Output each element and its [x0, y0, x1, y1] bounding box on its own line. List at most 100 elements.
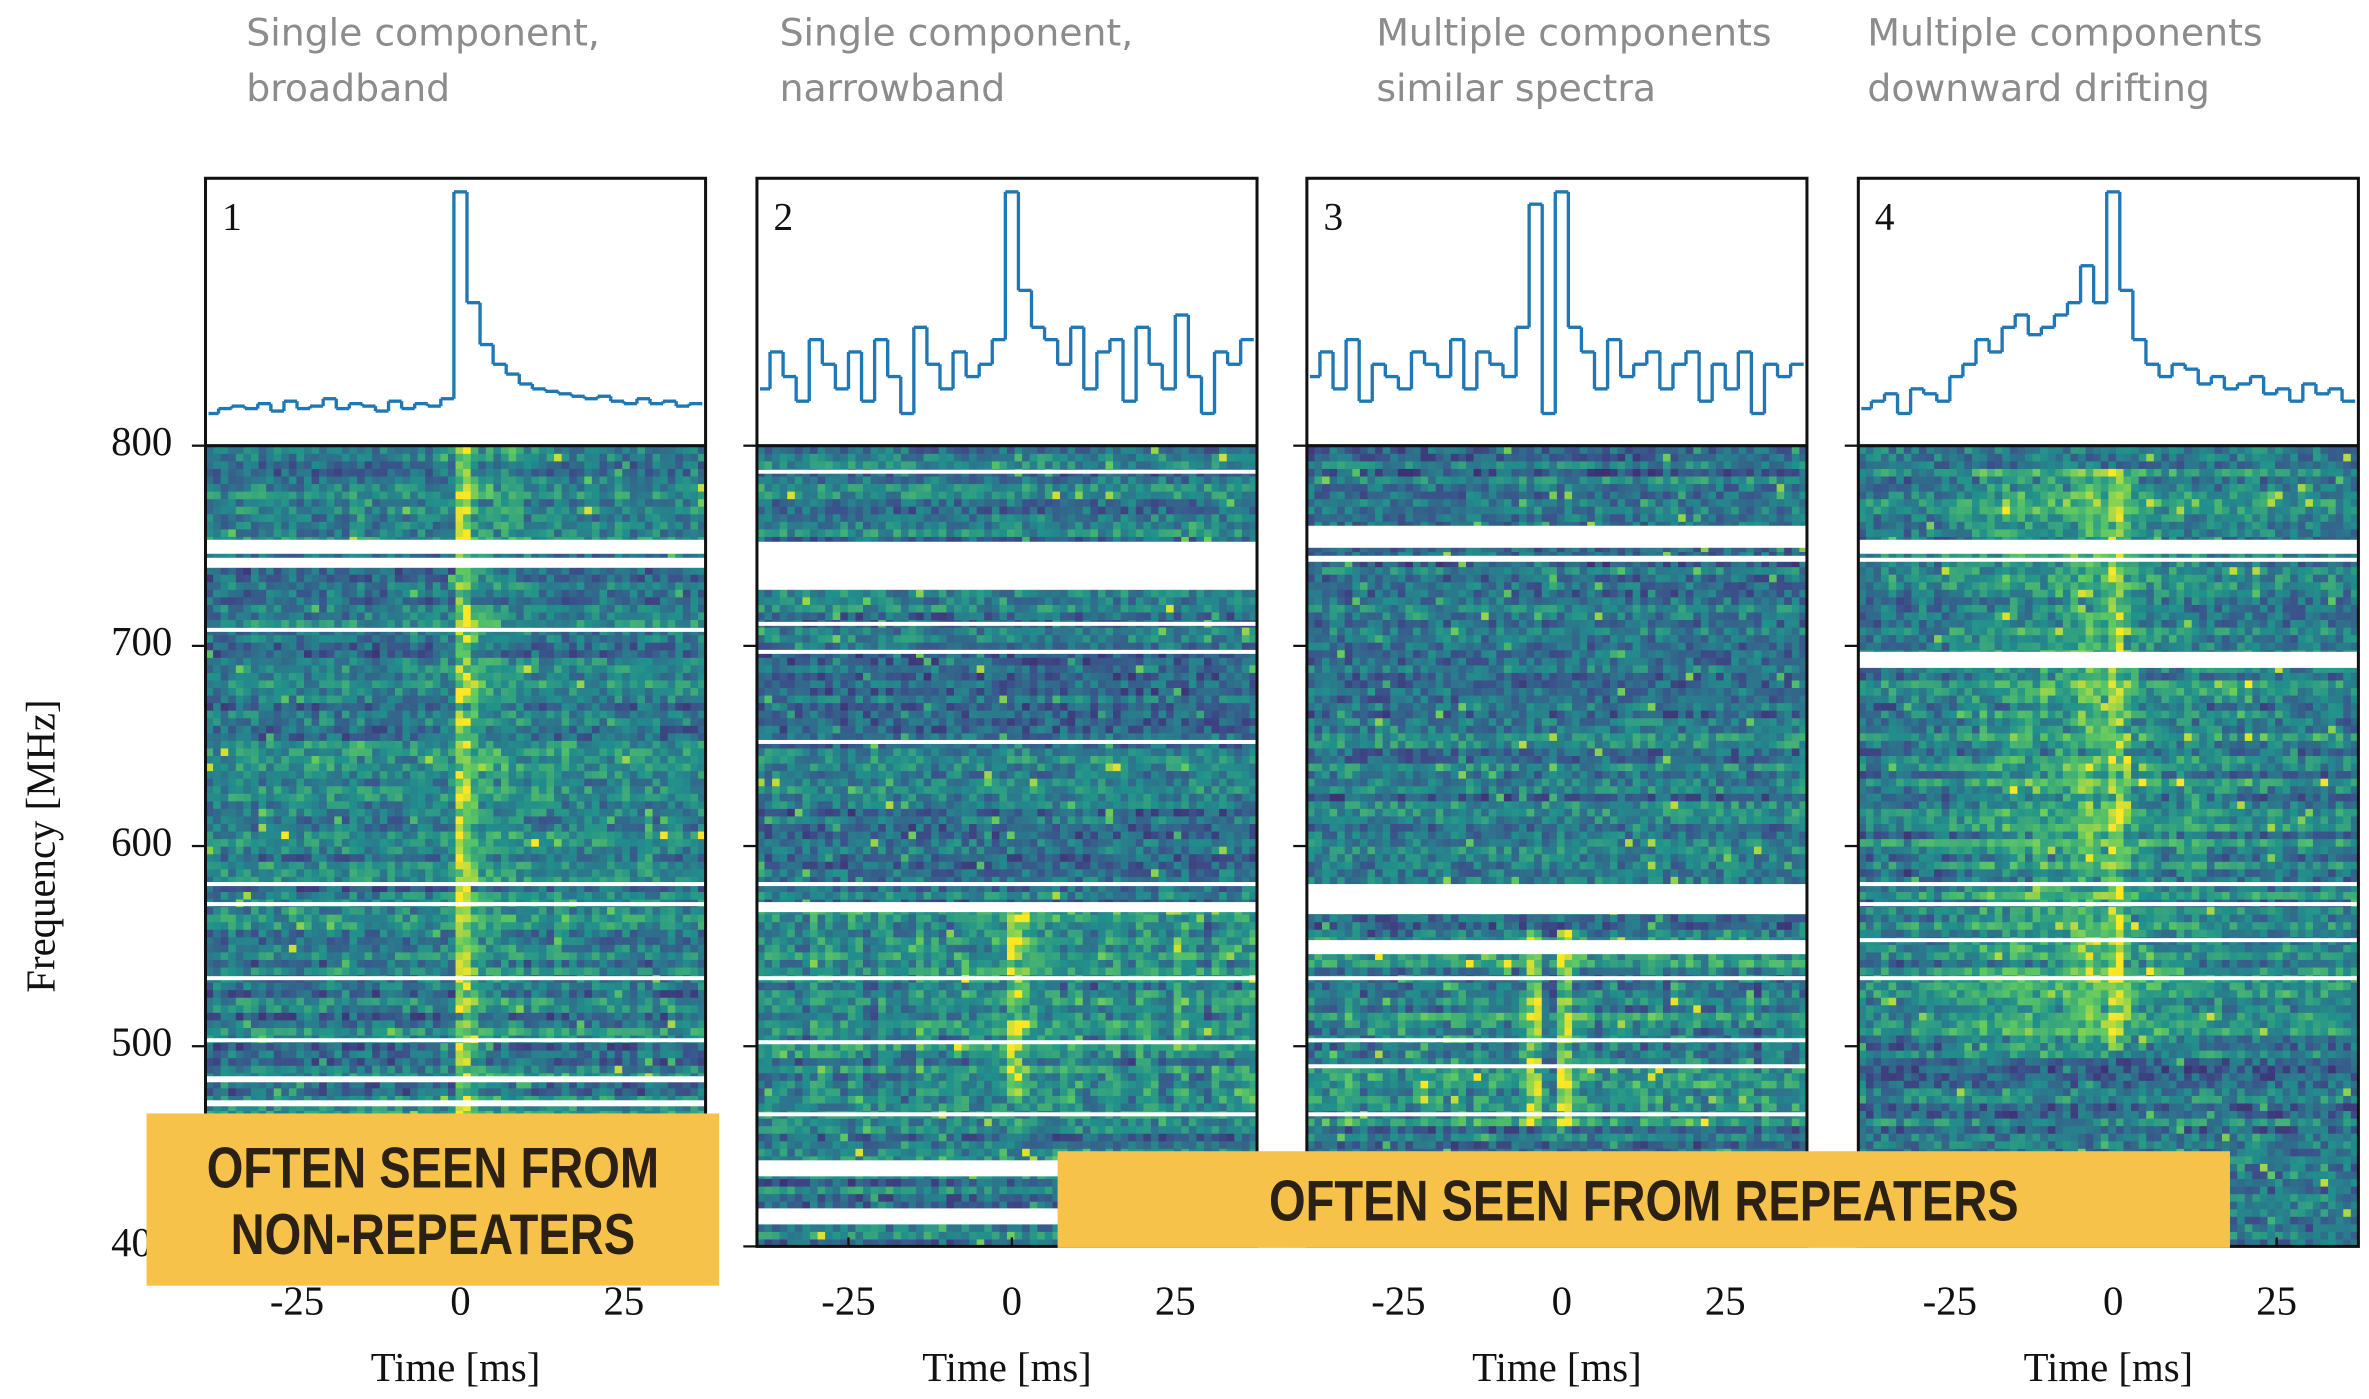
heatmap-cell — [690, 838, 698, 846]
heatmap-cell — [296, 680, 304, 688]
heatmap-cell — [266, 733, 274, 741]
heatmap-cell — [236, 786, 244, 794]
heatmap-cell — [357, 1050, 365, 1058]
heatmap-cell — [653, 771, 661, 779]
heatmap-cell — [251, 831, 259, 839]
heatmap-cell — [259, 967, 267, 975]
heatmap-cell — [342, 1005, 350, 1013]
heatmap-cell — [456, 755, 464, 763]
heatmap-cell — [554, 944, 562, 952]
heatmap-cell — [372, 929, 380, 937]
heatmap-cell — [228, 967, 236, 975]
heatmap-cell — [600, 838, 608, 846]
heatmap-cell — [448, 1065, 456, 1073]
heatmap-cell — [312, 733, 320, 741]
heatmap-cell — [456, 1050, 464, 1058]
heatmap-cell — [471, 740, 479, 748]
heatmap-cell — [675, 755, 683, 763]
heatmap-cell — [645, 937, 653, 945]
heatmap-cell — [645, 944, 653, 952]
heatmap-cell — [471, 703, 479, 711]
heatmap-cell — [509, 891, 517, 899]
heatmap-cell — [243, 1027, 251, 1035]
heatmap-cell — [539, 801, 547, 809]
heatmap-cell — [327, 808, 335, 816]
heatmap-cell — [690, 755, 698, 763]
heatmap-cell — [410, 763, 418, 771]
heatmap-cell — [584, 861, 592, 869]
heatmap-cell — [266, 952, 274, 960]
heatmap-cell — [637, 801, 645, 809]
heatmap-cell — [425, 944, 433, 952]
heatmap-cell — [395, 982, 403, 990]
heatmap-cell — [660, 771, 668, 779]
heatmap-cell — [516, 1027, 524, 1035]
heatmap-cell — [304, 1065, 312, 1073]
heatmap-cell — [251, 959, 259, 967]
heatmap-cell — [653, 891, 661, 899]
heatmap-cell — [440, 695, 448, 703]
heatmap-cell — [539, 763, 547, 771]
heatmap-cell — [274, 854, 282, 862]
heatmap-cell — [433, 680, 441, 688]
heatmap-cell — [410, 944, 418, 952]
heatmap-cell — [433, 959, 441, 967]
heatmap-cell — [395, 891, 403, 899]
heatmap-cell — [213, 1088, 221, 1096]
heatmap-cell — [463, 695, 471, 703]
heatmap-cell — [531, 687, 539, 695]
heatmap-cell — [456, 703, 464, 711]
heatmap-cell — [600, 959, 608, 967]
heatmap-cell — [357, 1058, 365, 1066]
heatmap-cell — [509, 982, 517, 990]
heatmap-cell — [493, 771, 501, 779]
heatmap-cell — [365, 952, 373, 960]
heatmap-cell — [304, 778, 312, 786]
heatmap-cell — [403, 733, 411, 741]
heatmap-cell — [554, 672, 562, 680]
heatmap-cell — [493, 967, 501, 975]
heatmap-cell — [456, 922, 464, 930]
heatmap-cell — [509, 771, 517, 779]
heatmap-cell — [524, 1027, 532, 1035]
heatmap-cell — [592, 1020, 600, 1028]
heatmap-cell — [471, 922, 479, 930]
heatmap-cell — [630, 854, 638, 862]
heatmap-cell — [440, 771, 448, 779]
heatmap-cell — [660, 733, 668, 741]
heatmap-cell — [546, 937, 554, 945]
heatmap-cell — [236, 755, 244, 763]
heatmap-cell — [600, 1042, 608, 1050]
heatmap-cell — [221, 1012, 229, 1020]
heatmap-cell — [660, 831, 668, 839]
heatmap-cell — [546, 1088, 554, 1096]
heatmap-cell — [372, 997, 380, 1005]
heatmap-cell — [304, 982, 312, 990]
heatmap-cell — [448, 831, 456, 839]
heatmap-cell — [289, 997, 297, 1005]
heatmap-cell — [554, 1065, 562, 1073]
heatmap-cell — [395, 680, 403, 688]
heatmap-cell — [213, 906, 221, 914]
heatmap-cell — [501, 808, 509, 816]
heatmap-cell — [577, 733, 585, 741]
heatmap-cell — [433, 793, 441, 801]
heatmap-cell — [266, 831, 274, 839]
heatmap-cell — [410, 869, 418, 877]
heatmap-cell — [433, 906, 441, 914]
heatmap-cell — [630, 944, 638, 952]
heatmap-cell — [213, 838, 221, 846]
heatmap-cell — [251, 952, 259, 960]
heatmap-cell — [365, 1065, 373, 1073]
heatmap-cell — [622, 740, 630, 748]
heatmap-cell — [304, 748, 312, 756]
heatmap-cell — [645, 891, 653, 899]
heatmap-cell — [471, 1027, 479, 1035]
heatmap-cell — [274, 959, 282, 967]
heatmap-cell — [365, 1005, 373, 1013]
heatmap-cell — [410, 823, 418, 831]
heatmap-cell — [236, 869, 244, 877]
heatmap-cell — [531, 1065, 539, 1073]
heatmap-cell — [577, 703, 585, 711]
heatmap-cell — [425, 793, 433, 801]
